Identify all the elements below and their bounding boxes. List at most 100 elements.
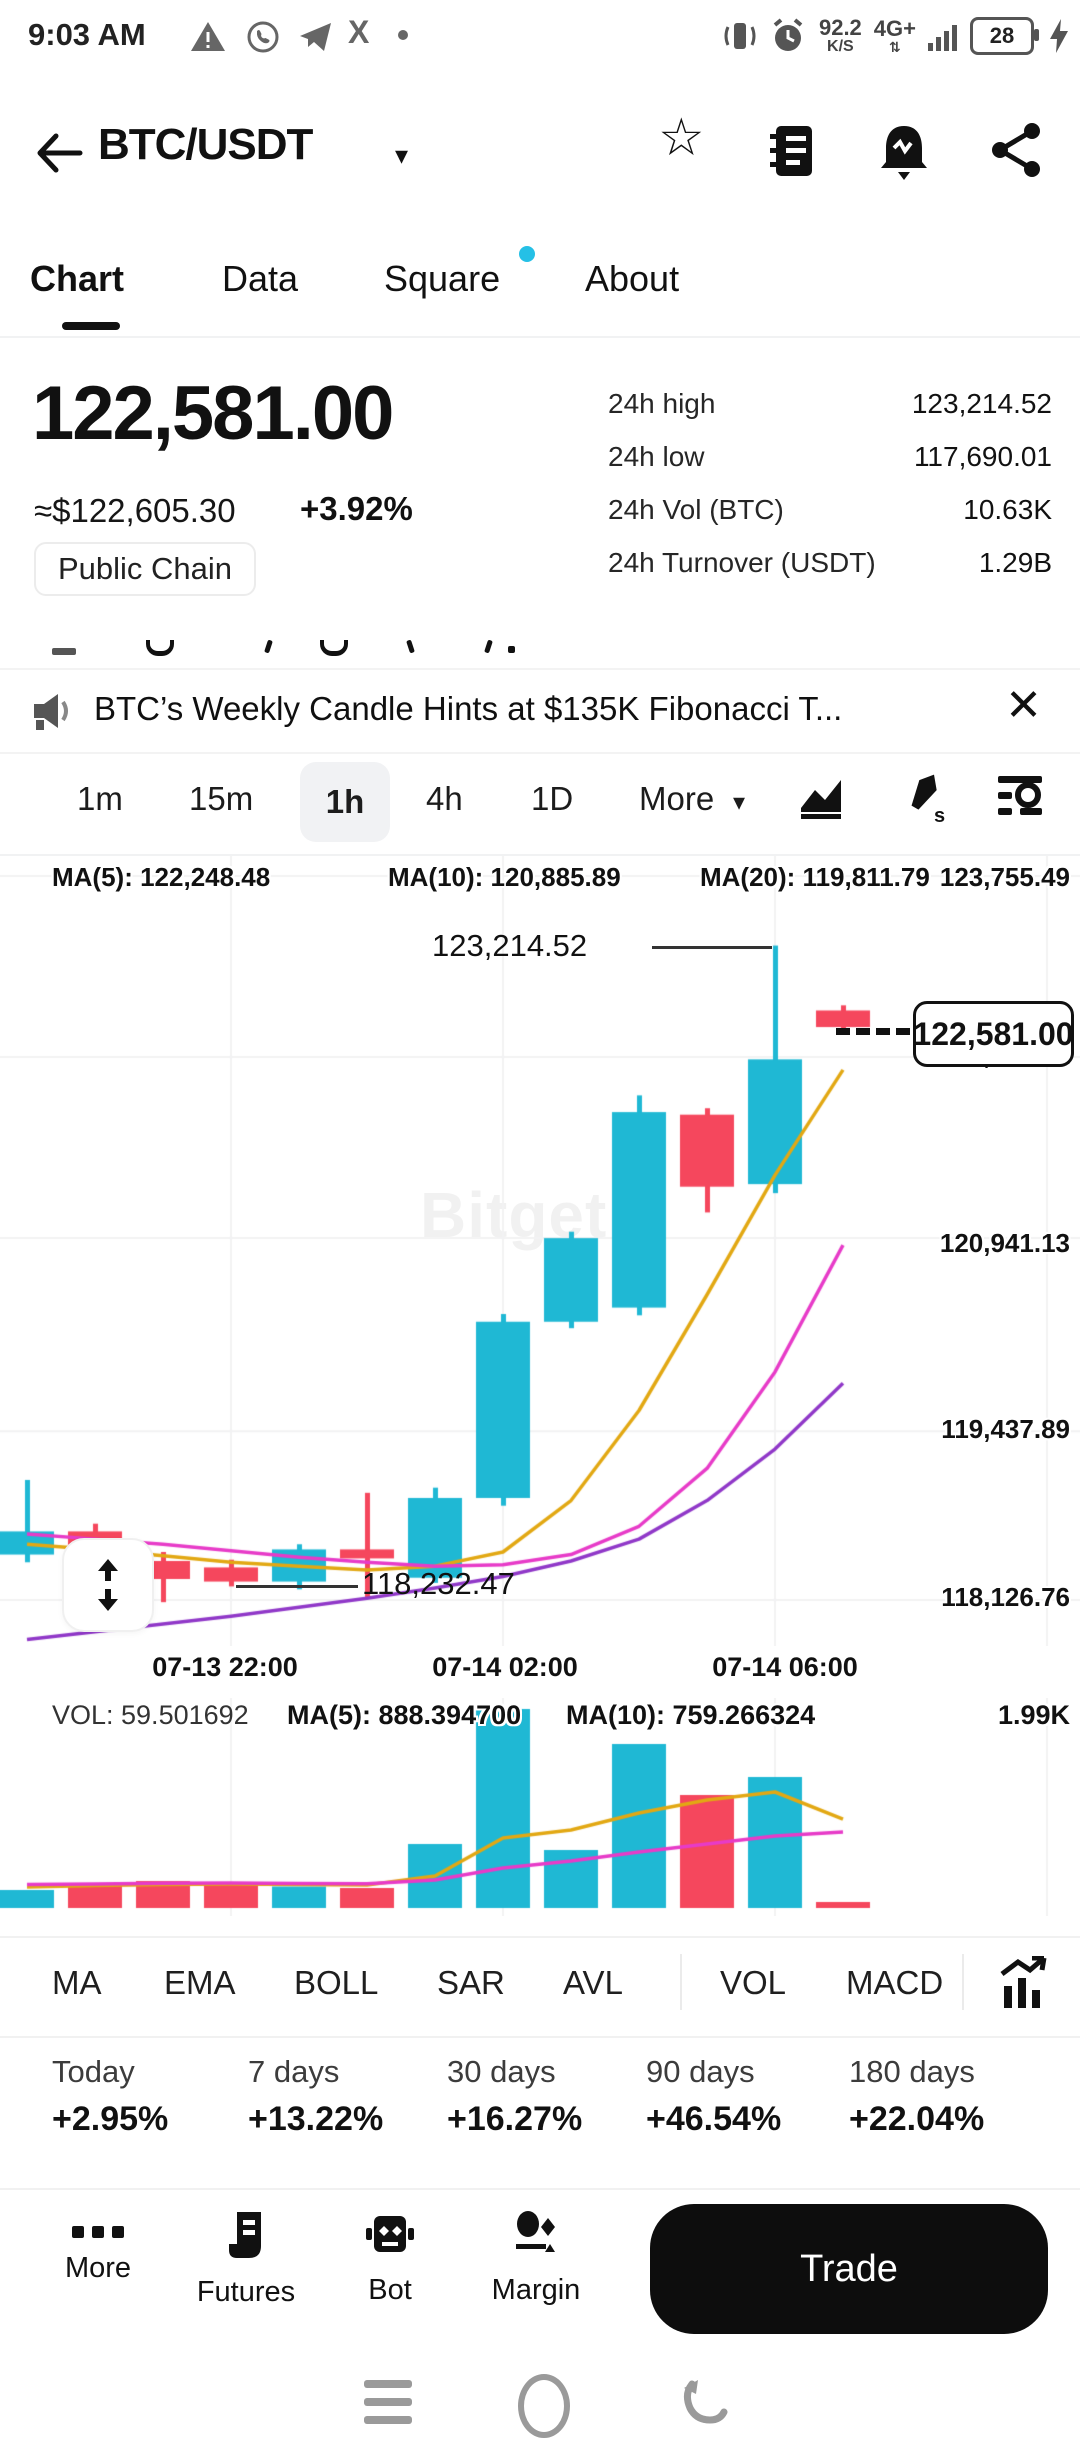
indicator-vol[interactable]: VOL [720, 1964, 787, 2001]
pair-dropdown-caret-icon[interactable]: ▾ [395, 140, 409, 170]
candlestick-chart[interactable] [0, 856, 1080, 1646]
tf-15m[interactable]: 15m [189, 780, 254, 817]
android-navbar [0, 2372, 1080, 2460]
tf-1m[interactable]: 1m [77, 780, 123, 817]
bot-button[interactable]: Bot [330, 2210, 450, 2307]
more-button[interactable]: More [38, 2210, 158, 2285]
warning-icon [191, 22, 225, 51]
back-nav-icon[interactable] [676, 2374, 732, 2430]
margin-button[interactable]: Margin [476, 2210, 596, 2307]
recents-menu-icon[interactable] [364, 2380, 412, 2424]
chart-type-icon[interactable] [795, 768, 847, 824]
stat-24h-high: 24h high 123,214.52 [608, 388, 1052, 430]
network-speed: 92.2 K/S [818, 15, 862, 55]
public-chain-chip[interactable]: Public Chain [34, 542, 257, 596]
alarm-icon [773, 18, 803, 51]
battery-icon: 28 [970, 17, 1039, 55]
volume-chart[interactable] [0, 1698, 1080, 1916]
performance-panel: Today +2.95% 7 days +13.22% 30 days +16.… [0, 2036, 1080, 2188]
stat-label: 24h high [608, 388, 716, 419]
home-icon[interactable] [518, 2374, 570, 2438]
indicator-avl[interactable]: AVL [563, 1964, 623, 2001]
tf-1d[interactable]: 1D [531, 780, 574, 817]
telegram-icon [300, 23, 331, 51]
x-axis-label: 07-14 06:00 [712, 1652, 858, 1682]
news-headline[interactable]: BTC’s Weekly Candle Hints at $135K Fibon… [94, 690, 843, 727]
whatsapp-icon [247, 21, 279, 53]
bottom-action-bar: More Futures Bot Margin Trade [0, 2188, 1080, 2350]
bot-icon [366, 2216, 414, 2252]
draw-pencil-icon[interactable]: s [896, 768, 952, 826]
perf-value: +22.04% [849, 2100, 985, 2138]
tf-1h-selected[interactable]: 1h [300, 762, 390, 842]
favorite-star-icon[interactable]: ☆ [658, 109, 705, 167]
price-axis-label: 119,437.89 [941, 1414, 1070, 1444]
battery-percent: 28 [989, 23, 1015, 48]
perf-label: Today [52, 2054, 135, 2089]
high-annotation: 123,214.52 [432, 928, 588, 963]
indicator-macd[interactable]: MACD [846, 1964, 944, 2001]
futures-button[interactable]: Futures [186, 2210, 306, 2309]
usd-price: ≈$122,605.30 [34, 492, 236, 529]
pair-title[interactable]: BTC/USDT [98, 120, 313, 169]
tab-chart[interactable]: Chart [30, 258, 125, 299]
last-price-tag[interactable]: 122,581.00 [913, 1001, 1074, 1067]
change-percent: +3.92% [300, 490, 413, 527]
stat-24h-turnover: 24h Turnover (USDT) 1.29B [608, 547, 1052, 589]
notification-dot-icon [398, 30, 408, 40]
x-axis-label: 07-13 22:00 [152, 1652, 298, 1682]
perf-value: +16.27% [447, 2100, 583, 2138]
stat-value: 10.63K [963, 494, 1052, 525]
low-annotation: 118,232.47 [362, 1566, 515, 1601]
indicator-ma[interactable]: MA [52, 1964, 102, 2001]
price-alert-bell-icon[interactable] [876, 122, 932, 184]
vertical-resize-icon [98, 1559, 118, 1611]
more-label: More [64, 2252, 132, 2284]
tab-data[interactable]: Data [222, 258, 299, 299]
news-banner[interactable]: BTC’s Weekly Candle Hints at $135K Fibon… [0, 668, 1080, 754]
perf-value: +46.54% [646, 2100, 782, 2138]
vol-ma5-label: MA(5): 888.394700 [287, 1700, 522, 1730]
orderbook-icon[interactable] [768, 122, 818, 180]
price-axis-label: 120,941.13 [939, 1228, 1070, 1258]
stat-label: 24h Vol (BTC) [608, 494, 784, 525]
tf-more-caret-icon: ▾ [733, 789, 746, 816]
x-app-icon: X [348, 14, 370, 50]
indicator-tabs: MA EMA BOLL SAR AVL VOL MACD [0, 1936, 1080, 2034]
price-axis-label: 118,126.76 [941, 1582, 1070, 1612]
more-dots-icon [72, 2226, 124, 2238]
indicator-settings-icon[interactable] [994, 768, 1048, 822]
perf-label: 90 days [646, 2054, 755, 2089]
indicator-sar[interactable]: SAR [437, 1964, 505, 2001]
close-icon[interactable]: ✕ [1005, 681, 1042, 730]
back-icon[interactable] [34, 128, 84, 178]
stat-value: 1.29B [978, 547, 1052, 578]
vol-scale-label: 1.99K [997, 1700, 1070, 1730]
ma5-label: MA(5): 122,248.48 [52, 862, 271, 892]
share-icon[interactable] [990, 122, 1042, 178]
timeframe-bar: 1m 15m 1h 4h 1D More ▾ s [0, 752, 1080, 852]
low-annotation-line [236, 1585, 358, 1588]
chart-expand-button[interactable] [62, 1538, 154, 1632]
tab-about[interactable]: About [585, 258, 680, 299]
tab-square[interactable]: Square [384, 258, 501, 299]
indicator-ema[interactable]: EMA [164, 1964, 236, 2001]
charging-bolt-icon [1050, 19, 1068, 53]
tf-4h[interactable]: 4h [426, 780, 463, 817]
vol-ma10-label: MA(10): 759.266324 [566, 1700, 816, 1730]
status-bar: 9:03 AM X 92.2 K/S 4G+ ⇅ 28 [0, 0, 1080, 70]
tf-more[interactable]: More [639, 780, 715, 817]
trade-button[interactable]: Trade [650, 2204, 1048, 2334]
perf-value: +2.95% [52, 2100, 169, 2138]
indicator-boll[interactable]: BOLL [294, 1964, 379, 2001]
divider [962, 1954, 964, 2010]
last-price: 122,581.00 [32, 371, 394, 456]
margin-icon [516, 2211, 555, 2252]
pair-header: BTC/USDT ▾ ☆ [0, 100, 1080, 215]
margin-label: Margin [491, 2274, 581, 2306]
bot-label: Bot [368, 2274, 412, 2306]
stat-label: 24h Turnover (USDT) [608, 547, 876, 578]
indicator-chart-icon[interactable] [996, 1956, 1050, 2012]
svg-text:s: s [934, 805, 945, 826]
